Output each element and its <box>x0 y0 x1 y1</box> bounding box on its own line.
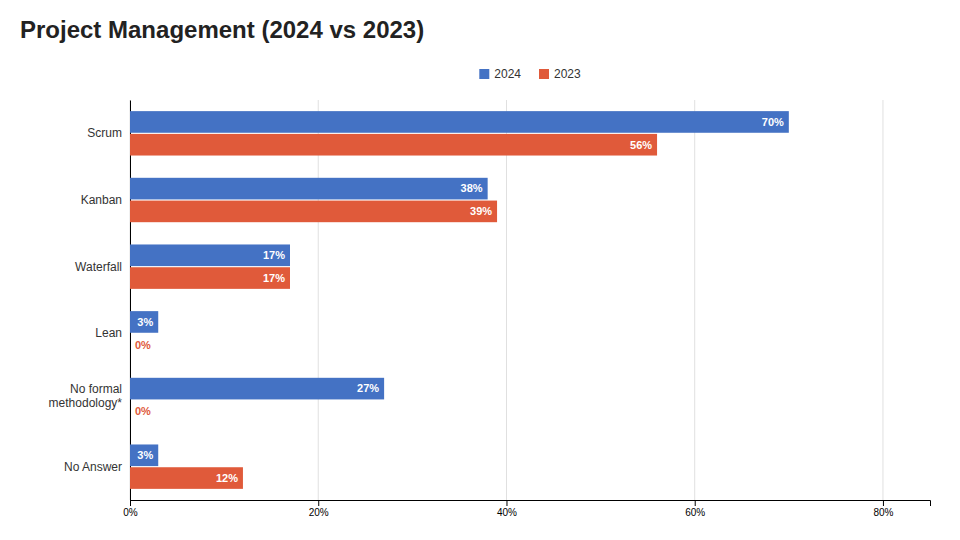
data-label: 17% <box>263 272 285 284</box>
y-tick-label-line: No formal <box>70 382 122 396</box>
x-tick-label: 20% <box>309 507 329 518</box>
legend-label: 2024 <box>494 67 521 81</box>
x-tick-mark <box>883 500 884 506</box>
series <box>130 111 789 466</box>
x-tick: 20% <box>309 500 329 518</box>
data-label: 27% <box>357 382 379 394</box>
bar <box>130 467 243 489</box>
x-tick-mark <box>506 500 507 506</box>
title: Project Management (2024 vs 2023) <box>20 16 424 43</box>
x-tick: 0% <box>123 500 138 518</box>
legend-label: 2023 <box>554 67 581 81</box>
data-label: 0% <box>135 339 151 351</box>
x-tick-label: 40% <box>497 507 517 518</box>
bars <box>130 111 789 489</box>
legend-item: 2023 <box>539 67 581 81</box>
data-label: 3% <box>137 316 153 328</box>
data-label: 39% <box>470 205 492 217</box>
grid-line <box>318 100 319 500</box>
grid-line <box>694 100 695 500</box>
y-tick: Waterfall <box>75 260 122 274</box>
x-tick-label: 0% <box>123 507 138 518</box>
y-tick: Lean <box>95 326 122 340</box>
series <box>130 134 657 489</box>
legend: 2024 2023 <box>479 67 581 81</box>
data-labels: 70% 38% 17% 3% 27% 3% 56% 39% 17% 0% 0% 12% <box>135 116 784 484</box>
bar <box>130 444 158 466</box>
bar <box>130 111 789 133</box>
y-axis: Scrum Kanban Waterfall Lean No formalmethodo… <box>49 101 131 501</box>
grid-line <box>882 100 883 500</box>
y-tick-label: Kanban <box>81 193 122 207</box>
data-label: 38% <box>461 182 483 194</box>
data-label: 56% <box>630 139 652 151</box>
data-label: 3% <box>137 449 153 461</box>
y-axis-line <box>130 101 131 501</box>
y-tick: Kanban <box>81 193 122 207</box>
plot: 0% 20% 40% 60% 80% Scrum Kanban Waterfall Lean No… <box>49 100 931 518</box>
y-tick-label: Scrum <box>87 126 122 140</box>
bar <box>130 334 131 356</box>
x-axis-line <box>131 501 931 507</box>
chart: Project Management (2024 vs 2023) 0% 20% 40… <box>0 0 960 540</box>
y-tick-label: Lean <box>95 326 122 340</box>
y-tick-label: No Answer <box>64 460 122 474</box>
legend-item: 2024 <box>479 67 521 81</box>
y-tick: No formalmethodology* <box>49 382 123 409</box>
legend-swatch <box>539 69 549 79</box>
x-tick-mark <box>130 500 131 506</box>
data-label: 17% <box>263 249 285 261</box>
legend-swatch <box>479 69 489 79</box>
bar <box>130 178 488 200</box>
y-tick-label: Waterfall <box>75 260 122 274</box>
x-tick: 80% <box>873 500 893 518</box>
x-tick-label: 80% <box>873 507 893 518</box>
y-tick-label: No formalmethodology* <box>49 382 123 409</box>
x-tick: 60% <box>685 500 705 518</box>
bar <box>130 201 497 223</box>
y-tick: Scrum <box>87 126 122 140</box>
x-tick-mark <box>695 500 696 506</box>
x-tick-mark <box>318 500 319 506</box>
bar <box>130 401 131 423</box>
bar <box>130 311 158 333</box>
bar <box>130 134 657 156</box>
data-label: 70% <box>762 116 784 128</box>
y-tick: No Answer <box>64 460 122 474</box>
x-axis: 0% 20% 40% 60% 80% <box>123 500 930 518</box>
grid-line <box>506 100 507 500</box>
x-tick-label: 60% <box>685 507 705 518</box>
x-tick: 40% <box>497 500 517 518</box>
grid-line <box>130 100 131 500</box>
bar <box>130 244 290 266</box>
bar <box>130 267 290 289</box>
grid <box>130 100 883 500</box>
data-label: 12% <box>216 472 238 484</box>
bar <box>130 378 384 400</box>
data-label: 0% <box>135 405 151 417</box>
y-tick-label-line: methodology* <box>49 396 123 410</box>
